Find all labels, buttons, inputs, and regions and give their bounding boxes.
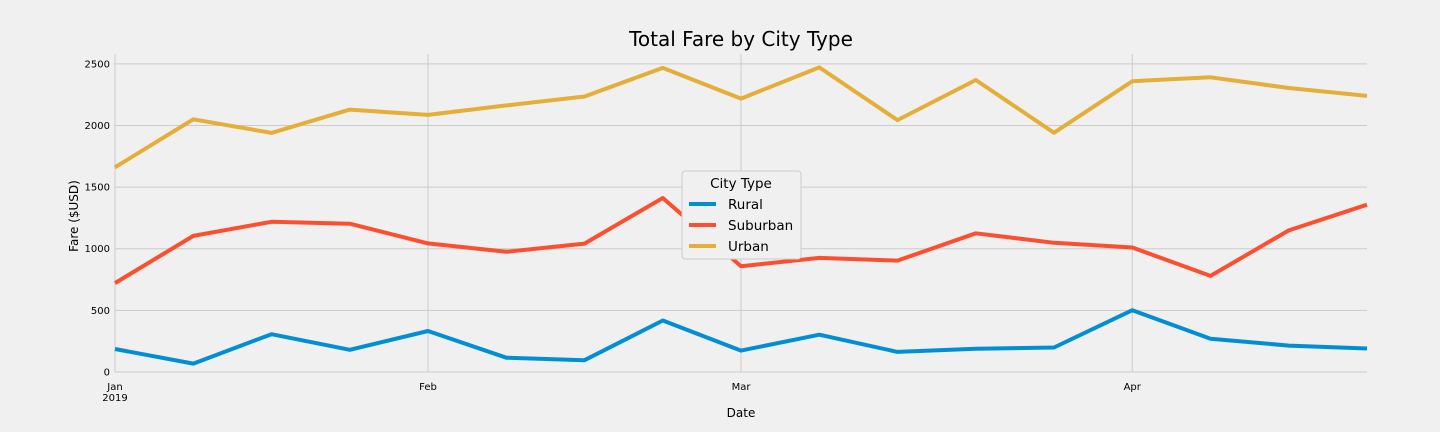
y-tick-label: 500	[91, 306, 110, 317]
x-tick-label: Jan	[106, 382, 122, 393]
y-tick-label: 1000	[85, 244, 110, 255]
y-tick-label: 2000	[85, 121, 110, 132]
legend-label-urban: Urban	[728, 239, 769, 255]
x-tick-label: Feb	[419, 382, 437, 393]
legend-label-suburban: Suburban	[728, 218, 793, 234]
x-axis-label: Date	[727, 406, 756, 420]
legend: City Type Rural Suburban Urban	[681, 170, 802, 260]
legend-title: City Type	[710, 176, 772, 192]
legend-items: Rural Suburban Urban	[689, 197, 793, 255]
y-tick-label: 0	[104, 368, 110, 379]
y-axis-ticks: 0 500 1000 1500 2000 2500	[85, 59, 110, 378]
legend-label-rural: Rural	[728, 197, 763, 213]
series-line-suburban	[113, 196, 1368, 285]
x-tick-label: Apr	[1124, 382, 1142, 393]
x-tick-sublabel: 2019	[102, 393, 127, 404]
series-line-rural	[114, 308, 1368, 366]
chart-title: Total Fare by City Type	[628, 27, 853, 51]
y-axis-label: Fare ($USD)	[67, 180, 81, 252]
y-tick-label: 1500	[85, 183, 110, 194]
legend-box	[681, 170, 802, 260]
series-lines	[113, 65, 1368, 366]
series-line-urban	[113, 65, 1368, 170]
x-tick-label: Mar	[732, 382, 752, 393]
y-tick-label: 2500	[85, 59, 110, 70]
